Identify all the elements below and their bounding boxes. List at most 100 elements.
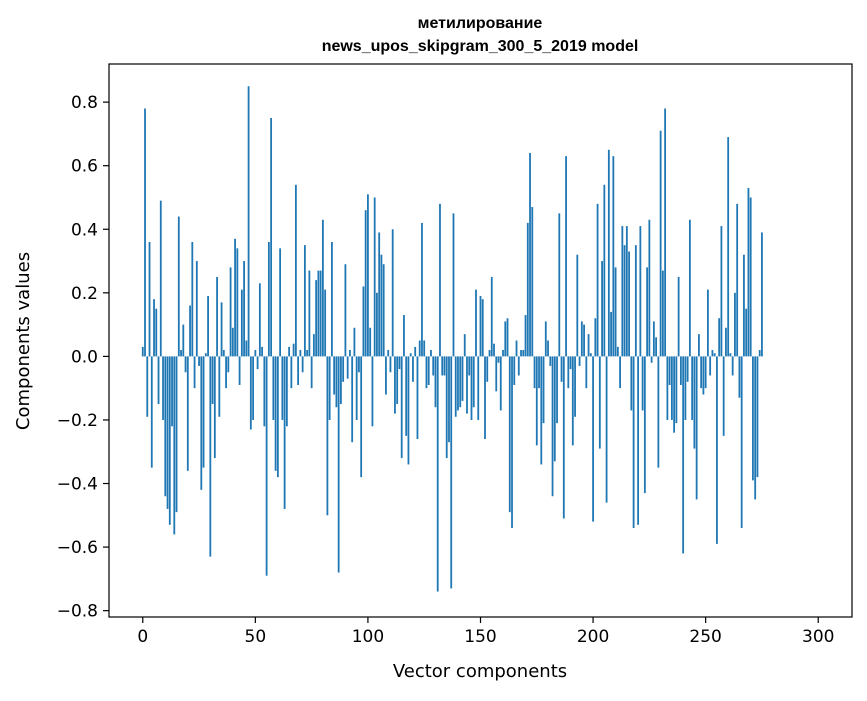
bar [670,356,673,420]
bar [634,245,637,357]
bar [515,340,518,357]
bar [688,219,691,357]
bar [276,356,279,478]
bar [225,356,227,389]
x-tick-label: 50 [245,627,267,647]
bar [283,356,286,509]
bar [531,207,534,357]
bar [722,356,725,436]
bar [463,334,466,357]
bar [497,356,500,363]
bar [213,356,216,459]
bar [655,337,658,357]
bar [198,356,200,366]
bar [177,216,180,357]
bar [326,356,329,516]
bar [340,356,342,405]
bar [457,356,459,411]
bar [373,197,376,357]
bar [661,270,664,357]
bar [292,343,295,357]
bar [369,327,372,357]
bar [664,108,667,357]
y-tick-label: 0.0 [71,347,98,367]
bar [646,267,649,357]
bar [736,203,739,357]
bar [448,356,450,443]
bar [488,350,491,357]
bar [569,356,572,370]
bar [657,356,660,468]
y-tick-label: −0.8 [57,602,98,622]
bar [308,270,311,357]
bar [504,321,507,357]
bar [524,315,527,357]
y-tick-label: −0.6 [57,538,98,558]
bar [222,350,225,357]
x-tick-label: 250 [689,627,721,647]
bar [711,350,714,357]
bar [263,356,266,427]
bar [704,356,707,389]
bar [558,213,561,357]
bar [734,292,736,357]
bar [418,340,421,357]
bar [529,152,531,357]
bar [281,356,284,420]
bar [637,356,640,525]
bar [556,356,558,424]
bar [153,299,155,357]
bar [749,197,752,357]
bar [412,356,414,382]
bar [493,343,495,357]
x-tick-label: 0 [137,627,148,647]
bar [144,108,146,357]
bar [288,346,291,357]
bar [342,356,345,382]
bar [439,203,441,357]
bar [547,340,549,357]
bar [245,340,248,357]
bar [709,356,712,376]
bar [533,356,536,389]
bar [312,334,315,357]
bar [598,356,601,449]
y-tick-label: −0.2 [57,411,98,431]
bar [168,356,171,525]
bar [585,356,588,389]
y-tick-label: 0.8 [71,93,98,113]
bar [391,229,394,357]
y-tick-label: 0.2 [71,284,98,304]
bar [607,149,610,357]
bar [754,356,757,500]
bar [621,226,624,357]
bar [756,356,759,478]
bar [619,356,621,389]
bar [477,356,480,420]
bar [502,350,504,357]
bar [511,356,513,529]
bar [668,356,671,385]
bar [695,356,698,500]
bar [490,276,493,357]
bar [193,356,196,389]
bar [270,118,273,357]
bar [677,276,680,357]
bar [542,356,545,424]
bar [430,350,432,357]
bar [207,296,209,357]
bar [686,356,689,382]
bar [549,356,552,366]
bar [162,356,164,420]
bar [189,305,191,357]
x-tick-label: 100 [352,627,384,647]
bar [315,280,318,357]
bar [195,261,198,357]
bar [353,327,356,357]
bar [578,356,581,366]
bar [641,356,644,411]
bar [693,356,696,449]
bar [679,356,682,385]
bar [614,267,617,357]
